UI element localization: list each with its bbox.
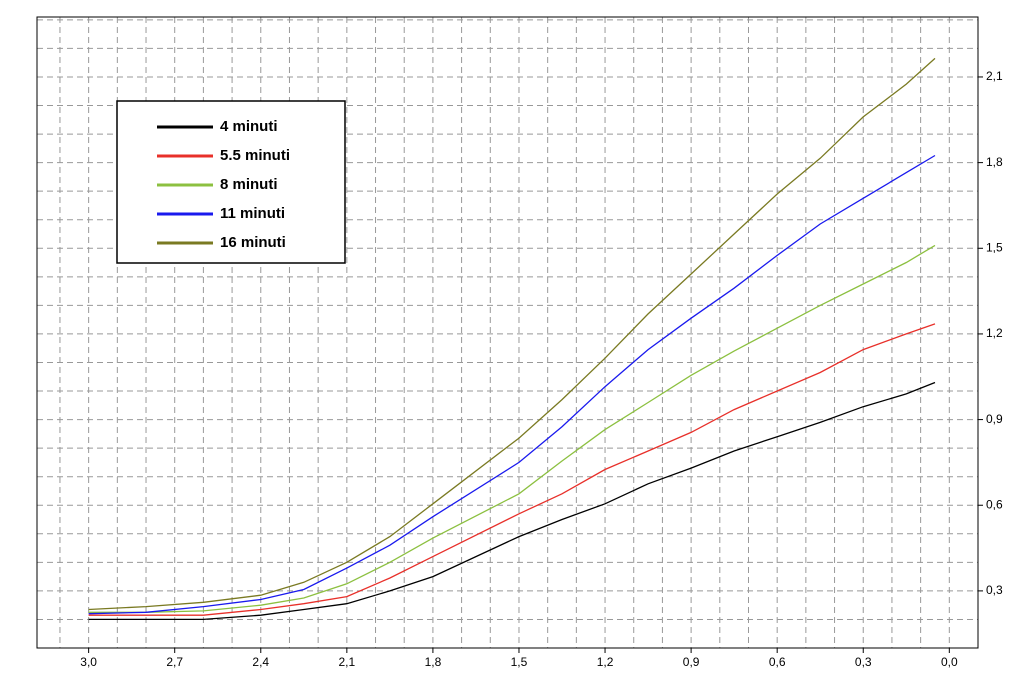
y-tick-label: 1,2	[986, 326, 1003, 340]
legend-label: 5.5 minuti	[220, 147, 290, 164]
x-tick-label: 2,7	[166, 655, 183, 669]
x-tick-label: 1,5	[511, 655, 528, 669]
y-tick-label: 0,9	[986, 412, 1003, 426]
y-tick-label: 1,5	[986, 240, 1003, 254]
series-line	[88, 154, 936, 615]
series-line	[88, 244, 936, 613]
plot-frame	[36, 16, 979, 649]
series-line	[88, 381, 936, 621]
x-tick-label: 1,2	[597, 655, 614, 669]
y-tick-label: 1,8	[986, 155, 1003, 169]
x-tick-label: 1,8	[425, 655, 442, 669]
y-tick-label: 2,1	[986, 69, 1003, 83]
x-tick-label: 0,0	[941, 655, 958, 669]
x-tick-label: 2,4	[252, 655, 269, 669]
x-tick-label: 2,1	[338, 655, 355, 669]
series-line	[88, 57, 936, 611]
x-tick-label: 0,3	[855, 655, 872, 669]
x-tick-label: 3,0	[80, 655, 97, 669]
series-line	[88, 323, 936, 616]
legend-label: 16 minuti	[220, 234, 286, 251]
legend-box	[116, 100, 346, 264]
y-tick-label: 0,3	[986, 583, 1003, 597]
x-tick-label: 0,6	[769, 655, 786, 669]
legend-label: 8 minuti	[220, 176, 278, 193]
legend-label: 11 minuti	[220, 205, 285, 222]
y-tick-label: 0,6	[986, 497, 1003, 511]
x-tick-label: 0,9	[683, 655, 700, 669]
legend-label: 4 minuti	[220, 118, 278, 135]
